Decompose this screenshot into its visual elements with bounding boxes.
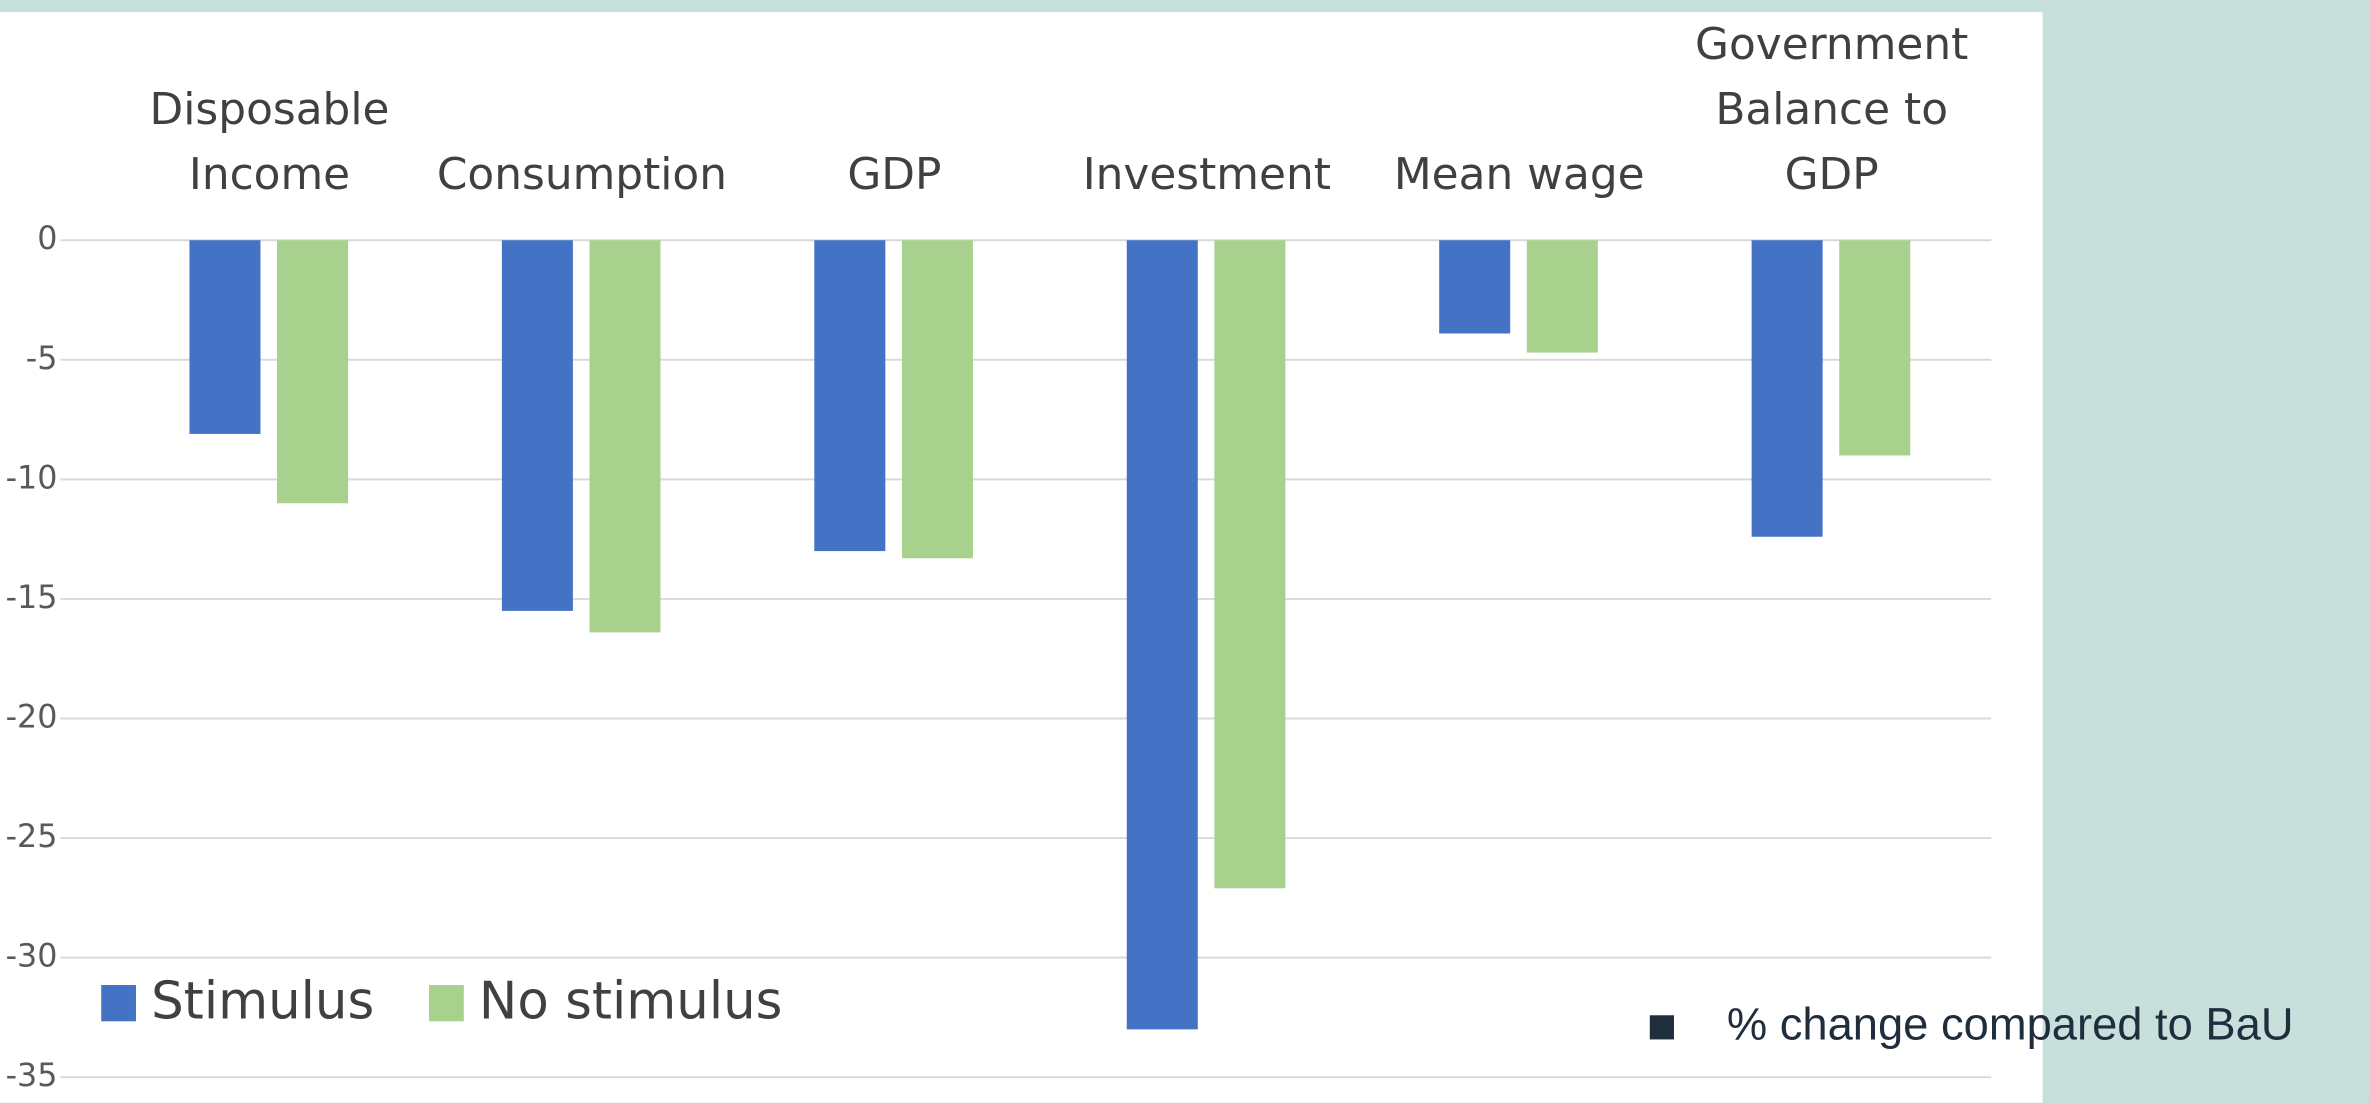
x-tick-label: Consumption xyxy=(436,148,728,200)
y-tick-label: -5 xyxy=(26,341,58,377)
bar xyxy=(189,240,261,434)
bar xyxy=(1126,240,1198,1030)
bar xyxy=(1439,240,1511,334)
y-tick-label: 0 xyxy=(37,221,57,257)
legend-swatch xyxy=(429,985,464,1022)
y-tick-label: -20 xyxy=(6,699,58,735)
y-tick-label: -30 xyxy=(6,939,58,975)
bar xyxy=(1214,240,1286,889)
bar xyxy=(901,240,973,559)
legend-label: No stimulus xyxy=(479,972,783,1032)
y-tick-label: -10 xyxy=(6,460,58,496)
y-tick-label: -35 xyxy=(6,1058,58,1094)
y-tick-label: -25 xyxy=(6,819,58,855)
x-tick-label: Government Balance to GDP xyxy=(1695,18,1969,200)
bar xyxy=(814,240,886,552)
annotation: % change compared to BaU xyxy=(1727,998,2294,1049)
bar xyxy=(1526,240,1598,353)
y-tick-label: -15 xyxy=(6,580,58,616)
legend-swatch xyxy=(101,985,136,1022)
x-tick-label: GDP xyxy=(847,148,942,200)
x-tick-label: Disposable Income xyxy=(149,83,390,200)
bar xyxy=(1751,240,1823,537)
annotation-marker xyxy=(1649,1015,1674,1040)
legend-label: Stimulus xyxy=(151,972,374,1032)
x-tick-label: Investment xyxy=(1082,148,1331,200)
bar xyxy=(589,240,661,633)
x-tick-label: Mean wage xyxy=(1393,148,1645,200)
chart-panel xyxy=(0,12,2043,1103)
bar xyxy=(501,240,573,611)
bar xyxy=(277,240,349,504)
bar xyxy=(1839,240,1911,456)
